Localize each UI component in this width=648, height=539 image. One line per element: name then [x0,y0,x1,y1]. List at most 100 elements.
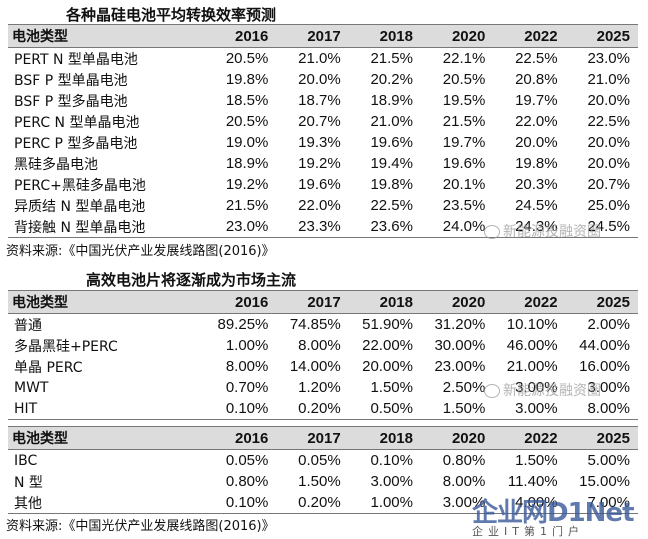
value-cell: 19.6% [370,134,413,151]
table-row: 黑硅多晶电池 18.9% 19.2% 19.4% 19.6% 19.8% 20.0% [8,153,638,174]
value-cell: 3.00% [370,473,413,490]
value-cell: 20.00% [362,358,413,375]
header-cell-year: 2025 [565,426,638,450]
row-label: 异质结 N 型单晶电池 [14,198,146,215]
value-cell: 3.00% [587,379,630,396]
value-cell: 16.00% [579,358,630,375]
row-label: IBC [14,452,38,469]
header-cell-year: 2016 [204,426,277,450]
value-cell: 22.0% [515,113,558,130]
header-cell-year: 2017 [276,24,349,48]
table-row: 背接触 N 型单晶电池 23.0% 23.3% 23.6% 24.0% 24.3% 24.5… [8,216,638,238]
value-cell: 22.5% [370,197,413,214]
value-cell: 1.50% [370,379,413,396]
header-cell-year: 2018 [348,290,421,314]
value-cell: 3.00% [515,379,558,396]
value-cell: 11.40% [507,473,558,490]
value-cell: 22.5% [515,50,558,67]
value-cell: 8.00% [298,337,341,354]
header-cell-year: 2022 [493,290,566,314]
header-cell-type: 电池类型 [8,290,205,314]
value-cell: 30.00% [434,337,486,354]
header-cell-year: 2025 [565,24,638,48]
value-cell: 23.0% [587,50,630,67]
value-cell: 10.10% [506,316,558,333]
value-cell: 20.0% [515,134,558,151]
value-cell: 3.00% [421,492,494,514]
value-cell: 24.0% [421,216,494,238]
value-cell: 20.2% [370,71,413,88]
value-cell: 1.50% [298,473,341,490]
value-cell: 0.10% [370,452,413,469]
value-cell: 20.5% [442,71,486,88]
value-cell: 20.0% [298,71,341,88]
value-cell: 24.5% [515,197,558,214]
value-cell: 3.00% [493,398,566,420]
value-cell: 18.9% [225,155,269,172]
value-cell: 0.50% [348,398,421,420]
value-cell: 18.9% [370,92,413,109]
table1-source: 资料来源:《中国光伏产业发展线路图(2016)》 [6,244,275,259]
header-cell-year: 2025 [565,290,638,314]
value-cell: 20.7% [298,113,341,130]
value-cell: 19.8% [370,176,413,193]
market-share-table-continued: 电池类型 2016 2017 2018 2020 2022 2025 IBC 0.05% 0.0… [8,426,638,514]
table-row: PERT N 型单晶电池 20.5% 21.0% 21.5% 22.1% 22.5% 23.… [8,48,638,70]
value-cell: 51.90% [362,316,413,333]
value-cell: 24.3% [493,216,566,238]
d1net-logo: 企业网D1Net 企业IT第1门户 [472,498,635,538]
table3-source: 资料来源:《中国光伏产业发展线路图(2016)》 [6,519,275,534]
table-row: 异质结 N 型单晶电池 21.5% 22.0% 22.5% 23.5% 24.5% 25.0… [8,195,638,216]
value-cell: 19.8% [225,71,269,88]
table-row: IBC 0.05% 0.05% 0.10% 0.80% 1.50% 5.00% [8,450,638,472]
value-cell: 22.1% [442,50,486,67]
table-row: 单晶 PERC 8.00% 14.00% 20.00% 23.00% 21.00% 16.0… [8,356,638,377]
row-label: 背接触 N 型单晶电池 [8,216,205,238]
table-header-row: 电池类型 2016 2017 2018 2020 2022 2025 [8,24,638,48]
value-cell: 20.7% [587,176,630,193]
value-cell: 7.00% [565,492,638,514]
value-cell: 1.00% [225,337,269,354]
wechat-icon [484,384,500,398]
value-cell: 19.7% [442,134,486,151]
row-label: MWT [14,379,49,396]
table2-title: 高效电池片将逐渐成为市场主流 [86,271,297,289]
header-cell-year: 2018 [348,426,421,450]
table-row: MWT 0.70% 1.20% 1.50% 2.50% 3.00% 3.00% [8,377,638,398]
table-row: N 型 0.80% 1.50% 3.00% 8.00% 11.40% 15.00% [8,471,638,492]
row-label: BSF P 型单晶电池 [14,72,128,89]
value-cell: 25.0% [587,197,630,214]
value-cell: 2.50% [442,379,486,396]
table-header-row: 电池类型 2016 2017 2018 2020 2022 2025 [8,290,638,314]
header-cell-year: 2020 [421,290,494,314]
table-row: PERC N 型单晶电池 20.5% 20.7% 21.0% 21.5% 22.0% 22.… [8,111,638,132]
table-row: PERC+黑硅多晶电池 19.2% 19.6% 19.8% 20.1% 20.3% 20.7… [8,174,638,195]
header-cell-year: 2020 [421,426,494,450]
value-cell: 19.3% [298,134,341,151]
value-cell: 1.20% [298,379,341,396]
value-cell: 23.6% [348,216,421,238]
header-cell-year: 2017 [276,290,349,314]
table-row: BSF P 型单晶电池 19.8% 20.0% 20.2% 20.5% 20.8% 21.0… [8,69,638,90]
value-cell: 20.5% [225,50,269,67]
value-cell: 23.3% [276,216,349,238]
value-cell: 19.6% [442,155,486,172]
value-cell: 0.20% [276,398,349,420]
value-cell: 24.5% [565,216,638,238]
value-cell: 20.0% [587,134,630,151]
value-cell: 20.0% [587,92,630,109]
wechat-icon [484,225,500,239]
table-row: 普通 89.25% 74.85% 51.90% 31.20% 10.10% 2.00% [8,314,638,336]
value-cell: 18.7% [298,92,341,109]
value-cell: 21.5% [370,50,413,67]
row-label: PERC N 型单晶电池 [14,114,140,131]
value-cell: 46.00% [506,337,558,354]
row-label: PERC+黑硅多晶电池 [14,177,146,194]
header-cell-year: 2020 [421,24,494,48]
row-label: HIT [8,398,205,420]
header-cell-year: 2022 [493,24,566,48]
value-cell: 19.2% [225,176,269,193]
table-header-row: 电池类型 2016 2017 2018 2020 2022 2025 [8,426,638,450]
table-row: HIT 0.10% 0.20% 0.50% 1.50% 3.00% 8.00% [8,398,638,420]
